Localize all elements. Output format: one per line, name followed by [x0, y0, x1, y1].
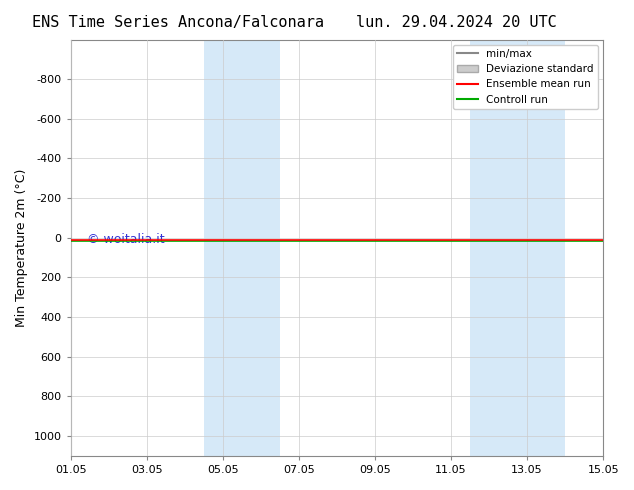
Bar	[470, 40, 565, 456]
Text: © woitalia.it: © woitalia.it	[87, 233, 164, 246]
Bar	[204, 40, 280, 456]
Text: lun. 29.04.2024 20 UTC: lun. 29.04.2024 20 UTC	[356, 15, 557, 30]
Y-axis label: Min Temperature 2m (°C): Min Temperature 2m (°C)	[15, 169, 28, 327]
Text: ENS Time Series Ancona/Falconara: ENS Time Series Ancona/Falconara	[32, 15, 323, 30]
Legend: min/max, Deviazione standard, Ensemble mean run, Controll run: min/max, Deviazione standard, Ensemble m…	[453, 45, 598, 109]
